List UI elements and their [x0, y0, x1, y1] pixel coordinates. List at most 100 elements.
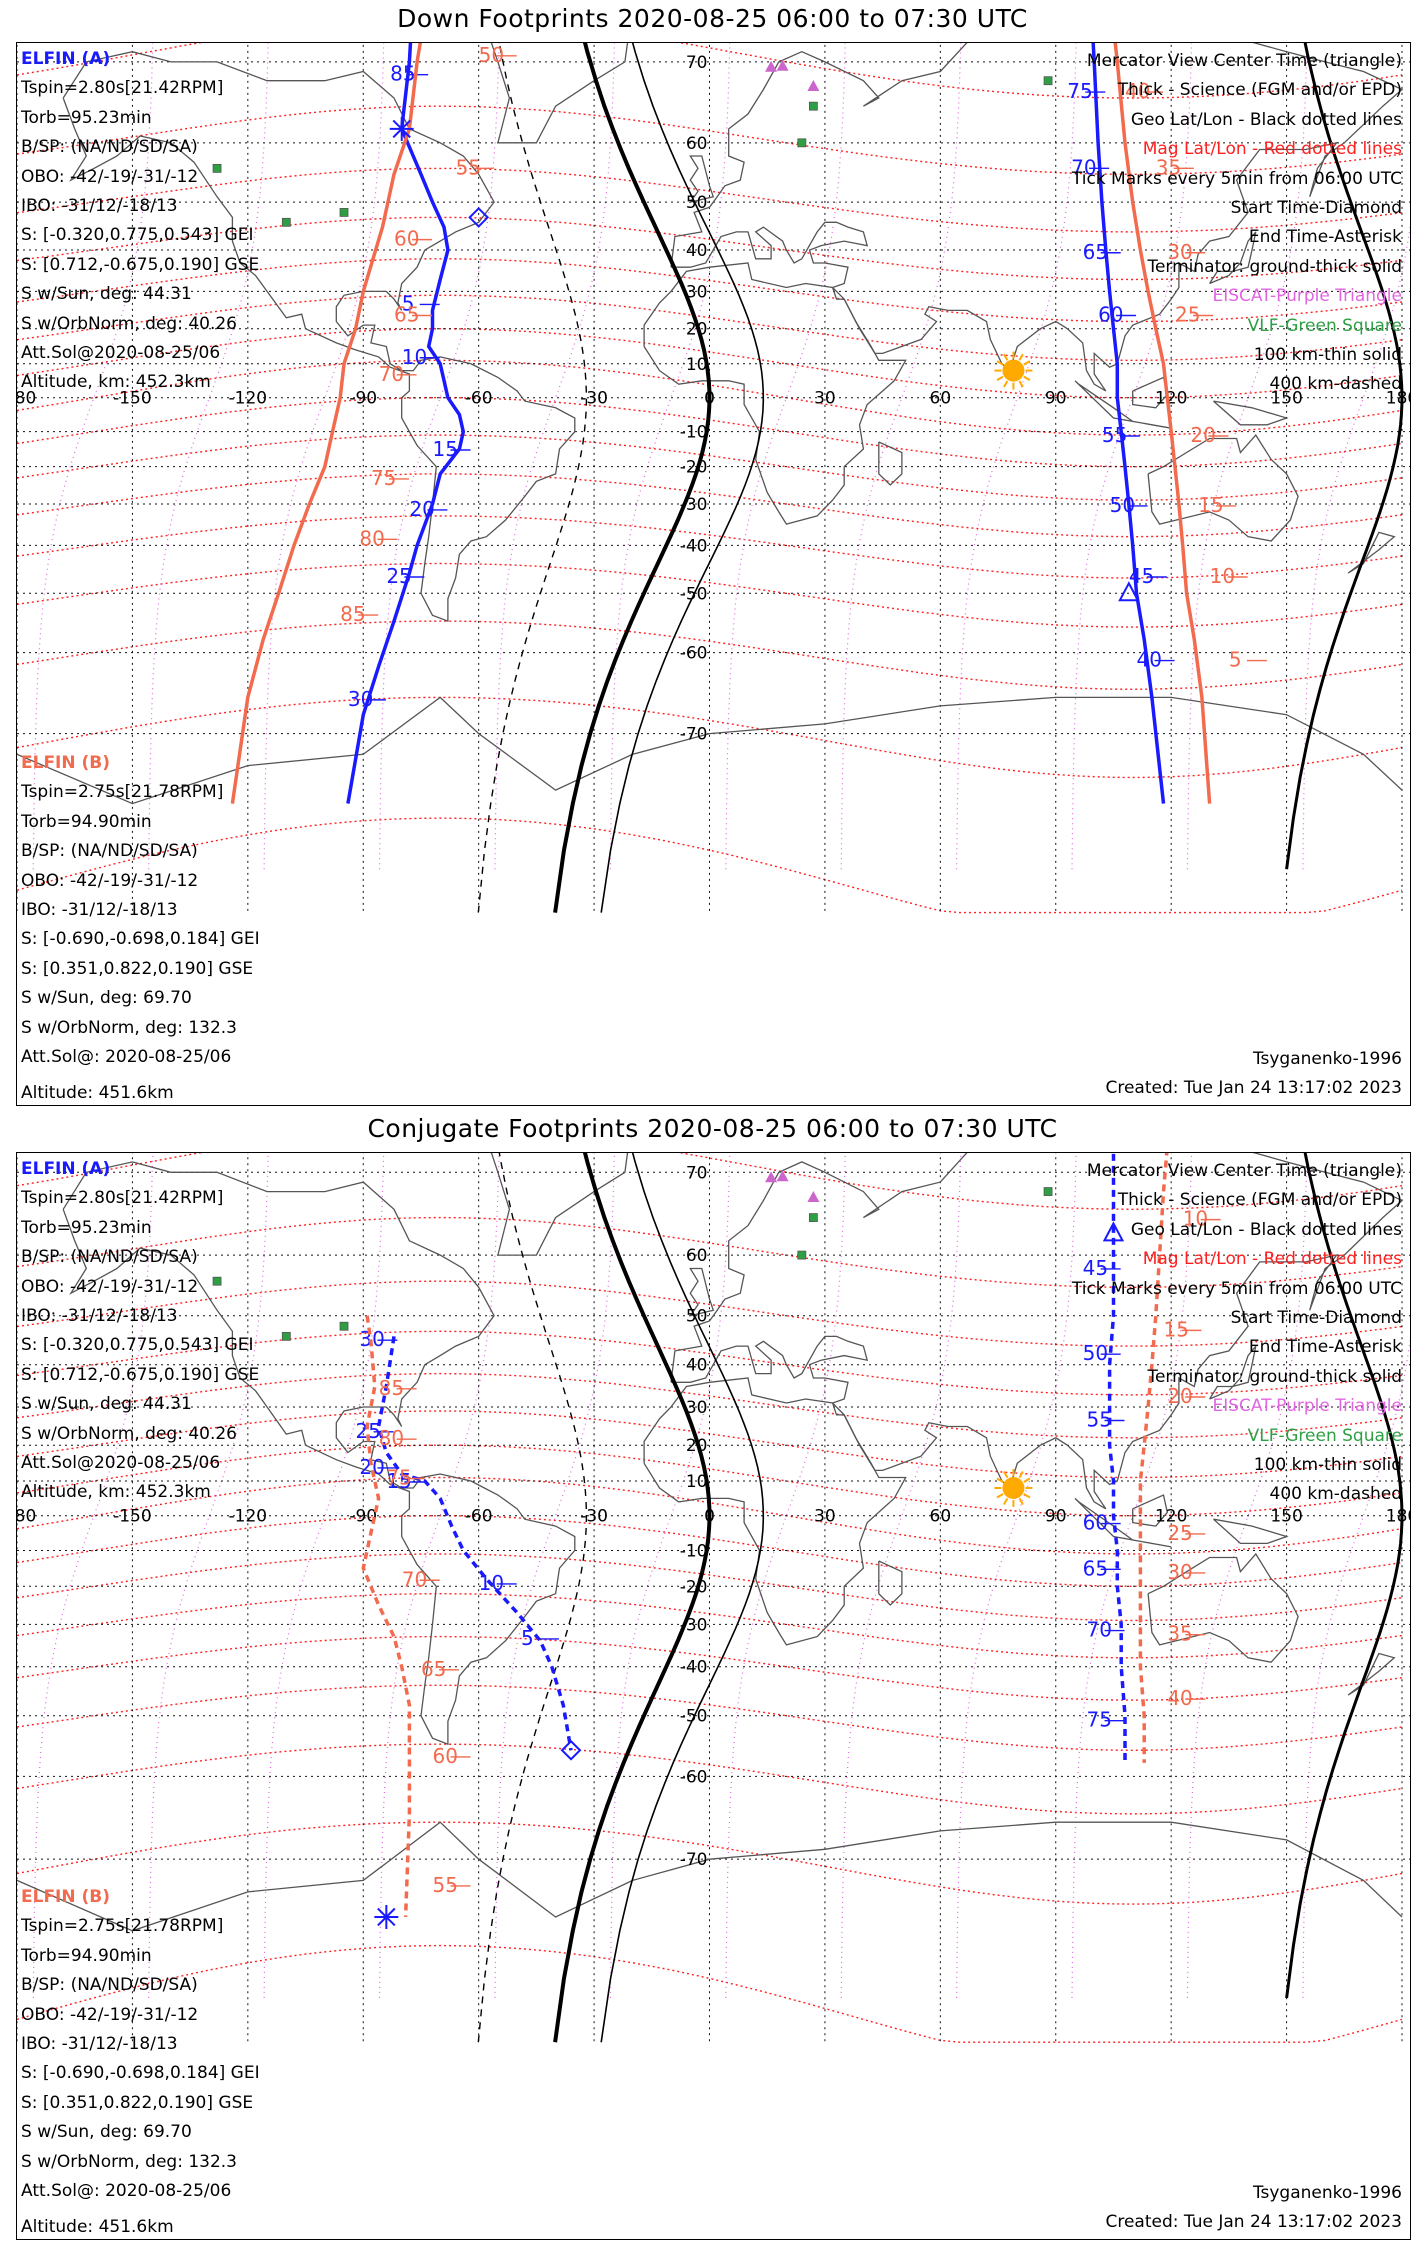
- terminator-400km-line: [477, 1153, 588, 2043]
- lat-tick-label: -50: [680, 1707, 708, 1727]
- map-frame: -180 -150 -120 -90 -60 -30 0 30 60 90 120 150 180 70 6…: [16, 1152, 1411, 2240]
- coastline: [1074, 1497, 1172, 1548]
- legend-entry: Mercator View Center Time (triangle): [1086, 1161, 1402, 1181]
- elfin-a-footprint-track: [1107, 1153, 1127, 1763]
- lon-tick-label: -60: [465, 1507, 493, 1527]
- legend-entry: End Time-Asterisk: [1248, 1337, 1402, 1358]
- coastline: [1209, 1345, 1257, 1400]
- vlf-site-marker: [212, 163, 222, 173]
- info-line: B/SP: (NA/ND/SD/SA): [21, 841, 198, 862]
- lon-tick-label: -60: [465, 389, 493, 409]
- legend-entry: Start Time-Diamond: [1230, 1308, 1402, 1329]
- mag-lat-line: [17, 473, 1403, 538]
- lat-tick-label: 30: [686, 1398, 708, 1418]
- info-line: S: [0.712,-0.675,0.190] GSE: [21, 1364, 260, 1385]
- info-line: Att.Sol@: 2020-08-25/06: [21, 2181, 232, 2202]
- info-line: B/SP: (NA/ND/SD/SA): [21, 1975, 198, 1996]
- lon-tick-label: 0: [704, 1507, 715, 1527]
- legend-entry: Start Time-Diamond: [1230, 198, 1402, 219]
- elfin-b-footprint-track: [230, 43, 423, 804]
- down-footprints-panel: Down Footprints 2020-08-25 06:00 to 07:3…: [0, 0, 1425, 1110]
- coastline: [17, 696, 1403, 805]
- terminator-ground-line: [553, 43, 712, 913]
- sun-ray: [1023, 1477, 1031, 1483]
- lon-tick-label: -150: [113, 1507, 152, 1527]
- elfin-b-title: ELFIN (B): [21, 1887, 111, 1907]
- mag-lat-line: [17, 1372, 1403, 1439]
- legend-entry: Mag Lat/Lon - Red dotted lines: [1142, 1249, 1402, 1270]
- legend-entry: Geo Lat/Lon - Black dotted lines: [1130, 1219, 1402, 1240]
- lon-tick-label: 30: [814, 1507, 836, 1527]
- mag-lon-line: [494, 43, 616, 870]
- terminator-ground-line: [553, 1153, 712, 2043]
- vlf-site-marker: [797, 138, 807, 148]
- conjugate-footprints-panel: Conjugate Footprints 2020-08-25 06:00 to…: [0, 1110, 1425, 2250]
- track-tick-label: 60: [394, 227, 419, 251]
- vlf-site-marker: [339, 208, 349, 217]
- lat-tick-label: 40: [686, 241, 708, 261]
- coastline: [62, 51, 576, 623]
- lat-tick-label: -70: [680, 725, 708, 745]
- track-tick-label: 10: [402, 345, 427, 369]
- lat-tick-label: -10: [680, 1541, 708, 1561]
- sun-ray: [996, 1493, 1004, 1499]
- track-tick-label: 5: [1229, 648, 1242, 672]
- info-line: Tspin=2.75s[21.78RPM]: [21, 1916, 224, 1937]
- sun-ray: [1003, 380, 1009, 388]
- elfin-a-footprint-track: [1091, 43, 1166, 804]
- mag-lat-line: [17, 1216, 1403, 1289]
- mag-lon-line: [263, 43, 385, 870]
- vlf-site-marker: [808, 1213, 818, 1222]
- vlf-site-marker: [339, 1321, 349, 1331]
- legend-entry: 400 km-dashed: [1269, 1484, 1402, 1505]
- map-legend: Mercator View Center Time (triangle) Thic…: [1072, 47, 1402, 400]
- track-tick-label: 15: [1198, 493, 1223, 517]
- lon-tick-label: 150: [1270, 1507, 1302, 1527]
- info-line: Att.Sol@2020-08-25/06: [21, 343, 221, 364]
- elfin-a-title: ELFIN (A): [21, 49, 111, 69]
- track-tick-label: 35: [1167, 1622, 1192, 1646]
- altitude-b-label: Altitude: 451.6km: [21, 1083, 174, 1103]
- track-tick-label: 45: [1083, 1256, 1108, 1280]
- legend-entry: Thick - Science (FGM and/or EPD): [1117, 80, 1402, 101]
- track-tick-label: 5: [521, 1626, 534, 1650]
- info-line: S w/OrbNorm, deg: 132.3: [21, 2151, 238, 2172]
- track-tick-label: 70: [1071, 155, 1096, 179]
- info-line: S w/Sun, deg: 44.31: [21, 284, 192, 305]
- track-tick-label: 50: [479, 43, 504, 67]
- lat-tick-label: 10: [686, 1472, 708, 1492]
- lat-tick-label: -10: [680, 423, 708, 443]
- elfin-a-title: ELFIN (A): [21, 1159, 111, 1179]
- elfin-b-footprint-track: [1113, 43, 1212, 804]
- info-line: S: [0.351,0.822,0.190] GSE: [21, 2092, 254, 2113]
- mag-lon-line: [725, 1153, 846, 1998]
- info-line: Altitude, km: 452.3km: [21, 1482, 211, 1503]
- lat-tick-label: 60: [686, 1246, 708, 1266]
- asterisk-icon: [374, 1904, 399, 1929]
- vlf-site-marker: [808, 101, 818, 111]
- lon-tick-label: -180: [17, 389, 36, 409]
- elfin-b-info: ELFIN (B) Tspin=2.75s[21.78RPM] Torb=94.9…: [21, 1883, 260, 2206]
- coastline: [490, 43, 629, 144]
- mercator-map: -180 -150 -120 -90 -60 -30 0 30 60 90 120 150 180 70 6…: [17, 1153, 1410, 2043]
- sun-ray: [1023, 375, 1031, 381]
- map-frame: -180 -150 -120 -90 -60 -30 0 30 60 90 120 150 180 70 6…: [16, 42, 1411, 1106]
- info-line: B/SP: (NA/ND/SD/SA): [21, 137, 198, 158]
- legend-entry: VLF-Green Square: [1247, 1425, 1402, 1446]
- legend-entry: Tick Marks every 5min from 06:00 UTC: [1071, 168, 1402, 189]
- asterisk-stroke: [392, 119, 411, 139]
- altitude-b-label: Altitude: 451.6km: [21, 2217, 174, 2237]
- track-tick-label: 75: [1087, 1708, 1112, 1732]
- lon-tick-label: -150: [113, 389, 152, 409]
- legend-entry: 100 km-thin solid: [1253, 1455, 1402, 1476]
- legend-entry: EISCAT-Purple Triangle: [1212, 1396, 1402, 1417]
- elfin-a-info: ELFIN (A) Tspin=2.80s[21.42RPM] Torb=95.2…: [21, 45, 259, 398]
- coastline: [1147, 434, 1299, 542]
- info-line: S w/Sun, deg: 69.70: [21, 988, 192, 1009]
- info-line: IBO: -31/12/-18/13: [21, 900, 178, 921]
- track-tick-label: 80: [379, 1426, 404, 1450]
- lon-tick-label: 180: [1386, 389, 1410, 409]
- info-line: B/SP: (NA/ND/SD/SA): [21, 1247, 198, 1268]
- track-tick-label: 60: [1083, 1511, 1108, 1535]
- mag-lat-line: [17, 562, 1403, 628]
